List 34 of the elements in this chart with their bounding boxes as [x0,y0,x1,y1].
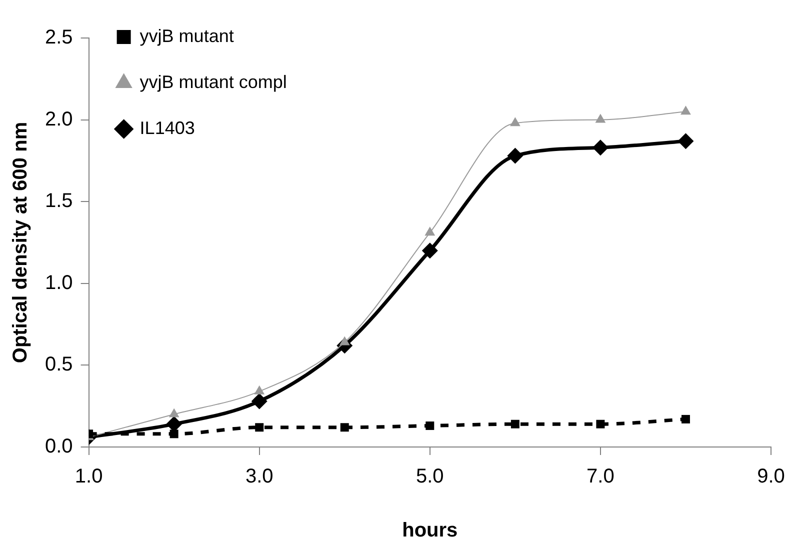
x-tick-label: 1.0 [74,466,103,488]
legend-label: IL1403 [140,118,195,138]
point [678,133,694,150]
y-tick-label: 2.0 [44,108,73,130]
point [592,140,608,156]
y-tick-label: 1.5 [44,190,73,212]
point [596,420,605,428]
point [426,421,434,430]
x-tick-label: 9.0 [757,466,785,488]
point [422,242,438,259]
point [251,393,268,410]
y-tick-label: 1.0 [44,272,73,294]
x-tick-label: 3.0 [245,466,274,488]
y-tick-label: 2.5 [44,26,73,49]
point [510,420,520,428]
point [507,148,524,164]
y-tick-label: 0.5 [44,354,73,376]
y-tick-label: 0.0 [44,436,73,458]
legend-label: yvjB mutant [140,26,234,46]
x-tick-label: 7.0 [586,466,614,488]
point [255,423,264,432]
x-tick-label: 5.0 [416,466,444,488]
point [254,385,265,394]
point [170,430,178,438]
point [681,414,690,424]
point [340,423,349,432]
point [595,114,606,123]
point [424,226,436,236]
y-axis-title: Optical density at 600 nm [10,122,32,364]
x-axis-title: hours [402,520,458,542]
legend-label: yvjB mutant compl [140,72,287,92]
point [168,408,180,418]
point [510,117,520,126]
point [680,106,691,115]
